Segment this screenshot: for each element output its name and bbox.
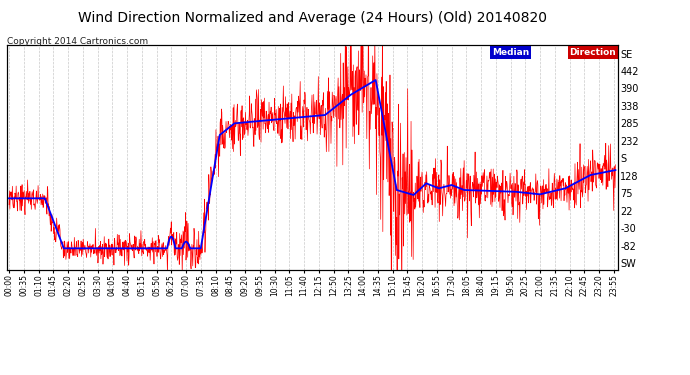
Text: Direction: Direction: [569, 48, 616, 57]
Text: Wind Direction Normalized and Average (24 Hours) (Old) 20140820: Wind Direction Normalized and Average (2…: [78, 11, 546, 25]
Text: Copyright 2014 Cartronics.com: Copyright 2014 Cartronics.com: [7, 38, 148, 46]
Text: Median: Median: [492, 48, 529, 57]
